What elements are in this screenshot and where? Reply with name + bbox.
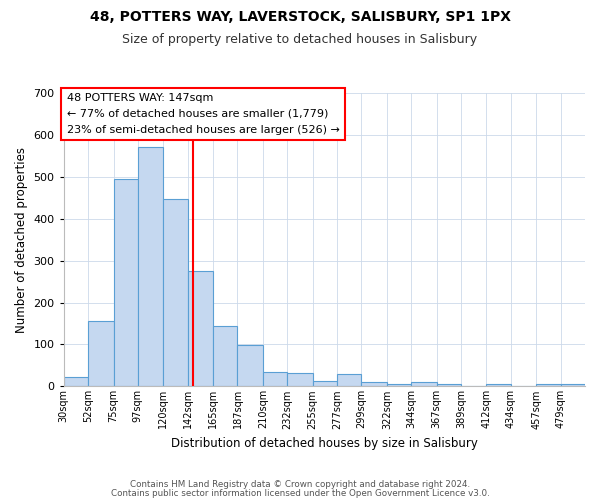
Bar: [313, 382, 337, 386]
Text: 48 POTTERS WAY: 147sqm
← 77% of detached houses are smaller (1,779)
23% of semi-: 48 POTTERS WAY: 147sqm ← 77% of detached…: [67, 94, 340, 134]
Bar: [536, 384, 560, 386]
Bar: [263, 372, 287, 386]
Bar: [238, 346, 263, 387]
Text: Contains public sector information licensed under the Open Government Licence v3: Contains public sector information licen…: [110, 489, 490, 498]
Bar: [437, 384, 461, 386]
Bar: [287, 373, 313, 386]
Bar: [64, 377, 88, 386]
Bar: [213, 326, 238, 386]
Y-axis label: Number of detached properties: Number of detached properties: [15, 146, 28, 332]
Bar: [387, 384, 411, 386]
Bar: [411, 382, 437, 386]
Bar: [560, 384, 585, 386]
X-axis label: Distribution of detached houses by size in Salisbury: Distribution of detached houses by size …: [171, 437, 478, 450]
Bar: [88, 322, 113, 386]
Bar: [163, 199, 188, 386]
Bar: [337, 374, 361, 386]
Text: Size of property relative to detached houses in Salisbury: Size of property relative to detached ho…: [122, 32, 478, 46]
Bar: [138, 148, 163, 386]
Text: Contains HM Land Registry data © Crown copyright and database right 2024.: Contains HM Land Registry data © Crown c…: [130, 480, 470, 489]
Text: 48, POTTERS WAY, LAVERSTOCK, SALISBURY, SP1 1PX: 48, POTTERS WAY, LAVERSTOCK, SALISBURY, …: [89, 10, 511, 24]
Bar: [113, 179, 138, 386]
Bar: [487, 384, 511, 386]
Bar: [361, 382, 387, 386]
Bar: [188, 271, 213, 386]
